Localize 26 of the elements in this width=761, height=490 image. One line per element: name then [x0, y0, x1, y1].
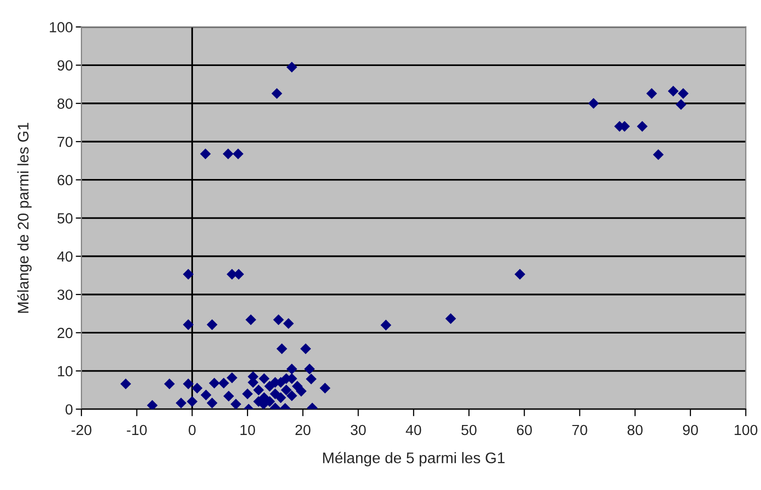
x-tick-label: 10	[240, 424, 256, 436]
x-tick-label: 0	[188, 424, 196, 436]
x-tick-label: 40	[406, 424, 422, 436]
x-tick-label: 70	[572, 424, 588, 436]
x-tick-label: 50	[461, 424, 477, 436]
x-tick-label: -20	[72, 424, 92, 436]
y-tick-label: 40	[57, 251, 73, 262]
x-axis-title: Mélange de 5 parmi les G1	[323, 452, 505, 466]
x-tick-label: 90	[682, 424, 698, 436]
y-tick-label: 70	[58, 136, 73, 148]
x-tick-label: 20	[296, 424, 310, 436]
y-tick-label: 100	[50, 22, 73, 32]
x-tick-label: 30	[350, 424, 366, 436]
y-tick-label: 80	[58, 98, 73, 109]
y-tick-label: 60	[58, 174, 73, 186]
y-tick-label: 30	[57, 290, 73, 300]
y-tick-label: 50	[57, 213, 73, 224]
y-tick-label: 20	[58, 328, 73, 338]
y-tick-label: 90	[58, 60, 73, 71]
x-tick-label: 100	[734, 424, 758, 436]
x-tick-label: 80	[628, 424, 643, 436]
y-tick-label: 0	[66, 404, 73, 415]
y-axis-title: Mélange de 20 parmi les G1	[17, 122, 32, 313]
x-tick-label: -10	[126, 424, 147, 436]
x-tick-label: 60	[516, 424, 532, 436]
y-tick-label: 10	[58, 366, 73, 376]
